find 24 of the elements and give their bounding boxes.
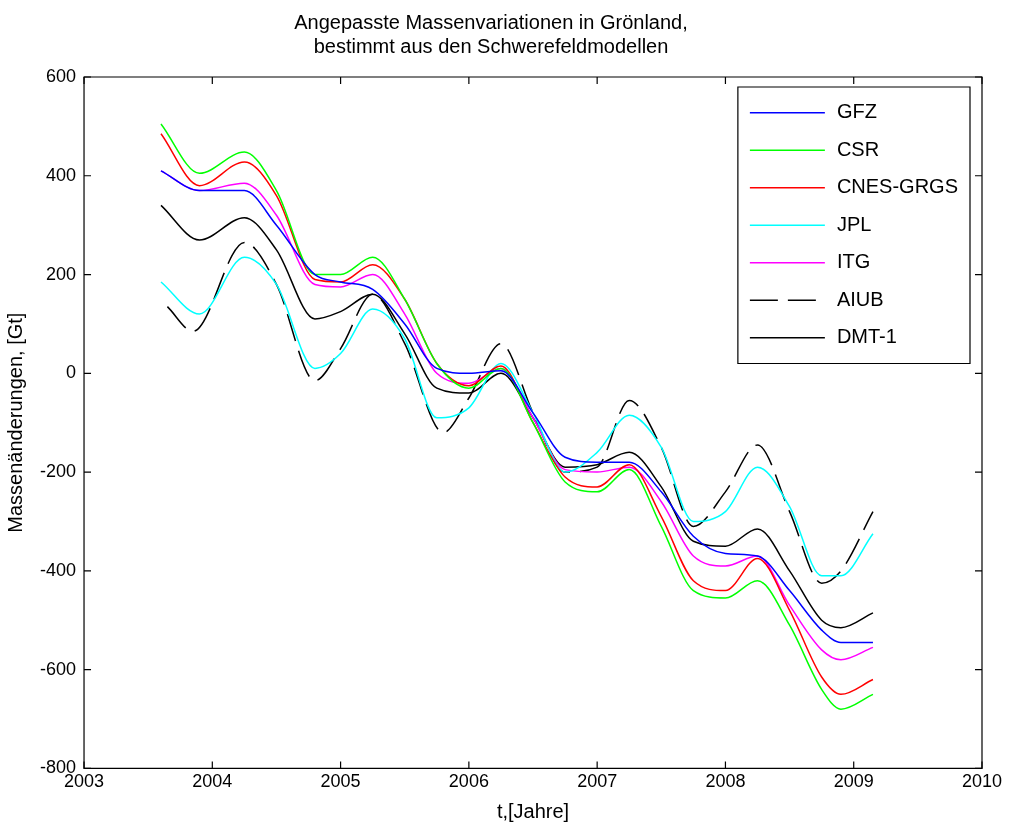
x-tick-label: 2010 xyxy=(961,771,1003,792)
x-tick-label: 2005 xyxy=(320,771,361,792)
y-tick-label: 200 xyxy=(45,263,77,284)
x-axis-title: t,[Jahre] xyxy=(496,799,570,822)
x-tick-label: 2004 xyxy=(192,771,233,792)
legend-label: DMT-1 xyxy=(836,325,897,348)
legend-label: JPL xyxy=(836,212,872,235)
y-tick-label: -400 xyxy=(40,559,77,580)
y-axis-title: Massenänderungen, [Gt] xyxy=(3,312,26,533)
y-tick-label: -600 xyxy=(40,658,77,679)
legend-label: AIUB xyxy=(836,287,884,310)
chart-title: Angepasste Massenvariationen in Grönland, bestimmt aus den Schwerefeldmodellen xyxy=(294,10,688,57)
x-tick-label: 2009 xyxy=(833,771,874,792)
legend-label: GFZ xyxy=(836,100,877,123)
y-tick-label: 400 xyxy=(45,164,77,185)
legend-label: CSR xyxy=(836,137,880,160)
y-tick-label: 600 xyxy=(45,65,77,86)
y-tick-label: -200 xyxy=(40,461,77,482)
legend-label: CNES-GRGS xyxy=(836,175,958,198)
legend-label: ITG xyxy=(836,250,871,273)
x-tick-label: 2007 xyxy=(577,771,618,792)
y-tick-label: 0 xyxy=(66,362,77,383)
x-tick-label: 2008 xyxy=(705,771,746,792)
x-tick-label: 2006 xyxy=(448,771,489,792)
